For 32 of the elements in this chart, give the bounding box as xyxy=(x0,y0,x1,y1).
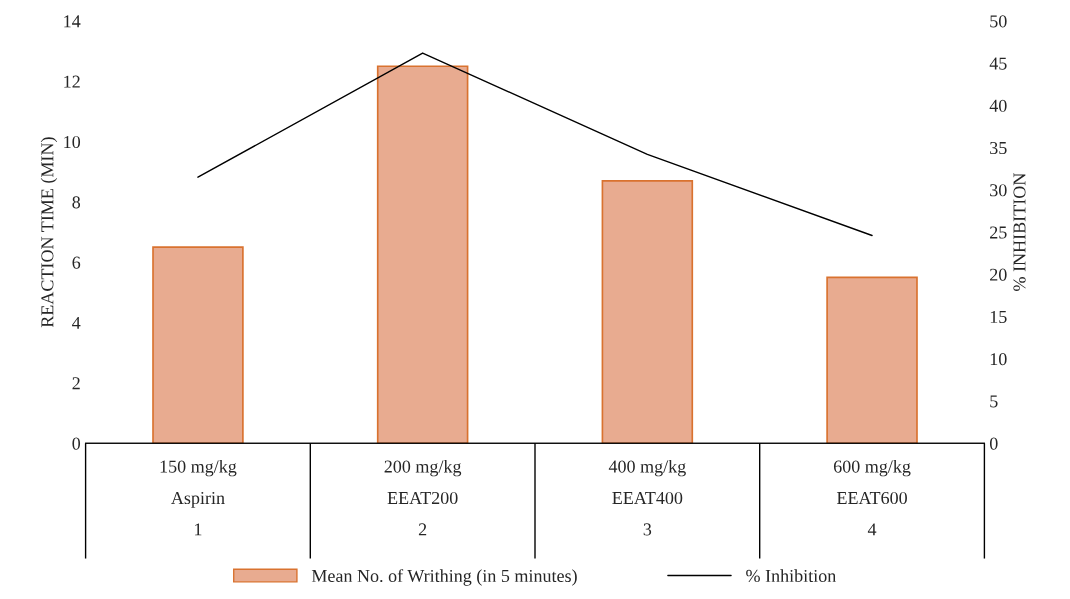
y2-tick-label: 50 xyxy=(990,15,1007,28)
x-tick-label: 400 mg/kg EEAT400 3 xyxy=(608,459,686,536)
y-axis-title: REACTION TIME (MIN) xyxy=(40,137,58,328)
y2-tick-label: 5 xyxy=(990,395,998,408)
y2-tick-label: 10 xyxy=(990,353,1007,366)
y2-tick-label: 45 xyxy=(989,57,1007,70)
bar xyxy=(152,246,244,444)
y2-tick-label: 30 xyxy=(990,184,1007,197)
y-tick-label: 12 xyxy=(64,75,80,88)
y-tick-label: 10 xyxy=(64,135,81,149)
x-tick-label: 600 mg/kg EEAT600 4 xyxy=(833,459,911,536)
y2-axis-title: % INHIBITION xyxy=(1013,173,1026,291)
y2-tick-label: 20 xyxy=(990,268,1007,281)
legend-label: % Inhibition xyxy=(746,569,837,583)
y-tick-label: 2 xyxy=(72,377,80,390)
y-tick-label: 4 xyxy=(72,316,81,329)
y-tick-label: 14 xyxy=(64,15,81,28)
y2-tick-label: 0 xyxy=(989,437,998,450)
legend-label: Mean No. of Writhing (in 5 minutes) xyxy=(311,569,577,586)
x-tick-label: 150 mg/kg Aspirin 1 xyxy=(160,459,237,536)
y-tick-label: 0 xyxy=(72,437,81,450)
y-tick-label: 8 xyxy=(72,196,81,209)
y2-tick-label: 25 xyxy=(990,226,1007,239)
bar xyxy=(376,65,469,444)
y2-tick-label: 35 xyxy=(990,141,1007,155)
y-tick-label: 6 xyxy=(72,256,81,269)
bar xyxy=(826,276,918,444)
y2-tick-label: 40 xyxy=(989,99,1007,112)
x-tick-label: 200 mg/kg EEAT200 2 xyxy=(384,459,462,536)
bar xyxy=(601,179,694,444)
line-series xyxy=(197,52,873,237)
y2-tick-label: 15 xyxy=(990,310,1007,324)
